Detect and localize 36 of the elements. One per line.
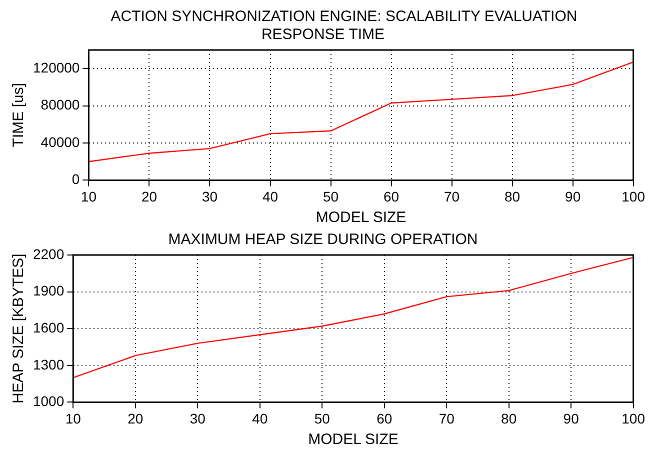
chart-subtitle: RESPONSE TIME <box>261 26 385 44</box>
x-tick-label: 50 <box>314 410 330 426</box>
x-tick-label: 40 <box>262 188 278 204</box>
y-tick-label: 2200 <box>32 246 64 262</box>
x-tick-label: 90 <box>563 410 580 426</box>
y-tick-label: 1600 <box>32 319 64 336</box>
chart-title: ACTION SYNCHRONIZATION ENGINE: SCALABILITY EVALUATION <box>110 7 578 25</box>
x-tick-label: 70 <box>438 410 455 426</box>
x-tick-label: 80 <box>504 188 520 204</box>
x-tick-label: 90 <box>565 188 581 204</box>
y-tick-label: 1900 <box>32 282 64 299</box>
x-tick-label: 100 <box>622 188 646 204</box>
y-tick-label: 1000 <box>32 393 64 410</box>
x-tick-label: 30 <box>202 188 218 204</box>
x-tick-label: 10 <box>65 410 82 426</box>
y-tick-label: 1300 <box>32 356 64 372</box>
x-axis-title: MODEL SIZE <box>308 431 398 448</box>
x-tick-label: 80 <box>501 410 517 426</box>
x-tick-label: 70 <box>444 188 460 204</box>
x-tick-label: 60 <box>376 410 392 426</box>
x-tick-label: 40 <box>252 410 268 426</box>
x-tick-label: 100 <box>622 410 646 426</box>
x-axis-title: MODEL SIZE <box>316 209 406 226</box>
x-tick-label: 20 <box>141 188 158 204</box>
x-tick-label: 10 <box>80 188 97 204</box>
chart-title: MAXIMUM HEAP SIZE DURING OPERATION <box>168 231 478 248</box>
y-axis-title: TIME [us] <box>10 83 28 148</box>
y-tick-label: 0 <box>72 171 80 188</box>
x-tick-label: 50 <box>322 188 339 204</box>
y-tick-label: 80000 <box>40 96 80 113</box>
y-tick-label: 120000 <box>33 59 80 76</box>
x-tick-label: 20 <box>128 410 144 426</box>
x-tick-label: 30 <box>190 410 206 426</box>
y-tick-label: 40000 <box>40 134 80 150</box>
x-tick-label: 60 <box>383 188 400 204</box>
y-axis-title: HEAP SIZE [KBYTES] <box>10 254 28 404</box>
